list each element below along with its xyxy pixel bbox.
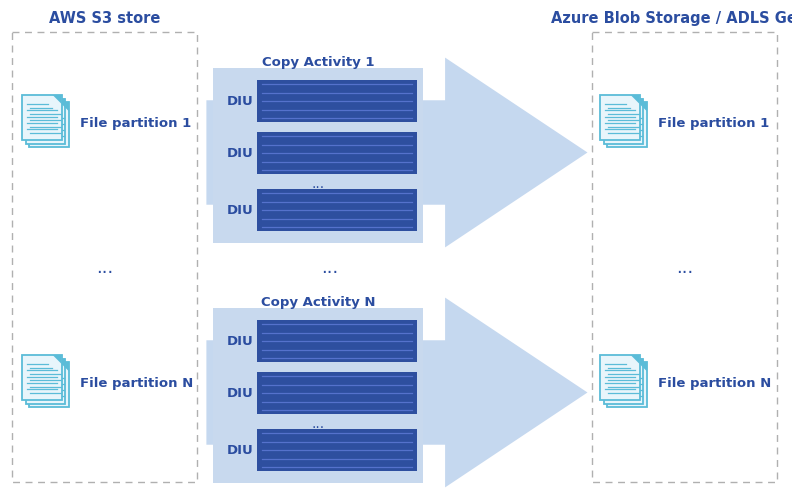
Text: Azure Blob Storage / ADLS Gen2: Azure Blob Storage / ADLS Gen2 xyxy=(551,10,792,25)
FancyBboxPatch shape xyxy=(592,32,777,482)
FancyBboxPatch shape xyxy=(29,362,69,407)
Polygon shape xyxy=(638,102,647,111)
FancyBboxPatch shape xyxy=(604,99,643,143)
Text: File partition 1: File partition 1 xyxy=(658,117,769,129)
FancyBboxPatch shape xyxy=(604,359,643,403)
FancyBboxPatch shape xyxy=(22,95,62,140)
Text: ...: ... xyxy=(322,259,339,277)
Text: ...: ... xyxy=(311,416,325,430)
Polygon shape xyxy=(60,102,69,111)
Text: File partition 1: File partition 1 xyxy=(80,117,191,129)
FancyBboxPatch shape xyxy=(25,359,65,403)
Text: DIU: DIU xyxy=(227,386,253,399)
Polygon shape xyxy=(630,355,640,364)
FancyBboxPatch shape xyxy=(607,102,647,147)
Polygon shape xyxy=(52,355,62,364)
Text: DIU: DIU xyxy=(227,146,253,159)
FancyBboxPatch shape xyxy=(600,355,640,400)
Text: DIU: DIU xyxy=(227,95,253,108)
FancyBboxPatch shape xyxy=(600,95,640,140)
FancyBboxPatch shape xyxy=(12,32,197,482)
FancyBboxPatch shape xyxy=(25,99,65,143)
Text: ...: ... xyxy=(676,259,693,277)
Polygon shape xyxy=(634,359,643,368)
Polygon shape xyxy=(56,99,65,108)
FancyBboxPatch shape xyxy=(257,189,417,231)
Text: DIU: DIU xyxy=(227,204,253,217)
Polygon shape xyxy=(630,95,640,104)
FancyBboxPatch shape xyxy=(607,362,647,407)
Polygon shape xyxy=(60,362,69,371)
FancyBboxPatch shape xyxy=(22,355,62,400)
Text: DIU: DIU xyxy=(227,444,253,457)
FancyBboxPatch shape xyxy=(29,102,69,147)
Text: Copy Activity 1: Copy Activity 1 xyxy=(261,55,375,69)
Polygon shape xyxy=(638,362,647,371)
Text: ...: ... xyxy=(311,176,325,191)
FancyBboxPatch shape xyxy=(257,80,417,122)
FancyBboxPatch shape xyxy=(257,320,417,362)
Text: Copy Activity N: Copy Activity N xyxy=(261,295,375,308)
FancyBboxPatch shape xyxy=(257,429,417,471)
Text: File partition N: File partition N xyxy=(80,376,193,389)
Text: DIU: DIU xyxy=(227,335,253,348)
Text: File partition N: File partition N xyxy=(658,376,771,389)
Polygon shape xyxy=(634,99,643,108)
Polygon shape xyxy=(205,295,590,490)
Polygon shape xyxy=(56,359,65,368)
FancyBboxPatch shape xyxy=(213,308,423,483)
Polygon shape xyxy=(52,95,62,104)
FancyBboxPatch shape xyxy=(257,372,417,414)
FancyBboxPatch shape xyxy=(257,132,417,174)
Text: ...: ... xyxy=(96,259,113,277)
FancyBboxPatch shape xyxy=(213,68,423,243)
Polygon shape xyxy=(205,55,590,250)
Text: AWS S3 store: AWS S3 store xyxy=(49,10,160,25)
